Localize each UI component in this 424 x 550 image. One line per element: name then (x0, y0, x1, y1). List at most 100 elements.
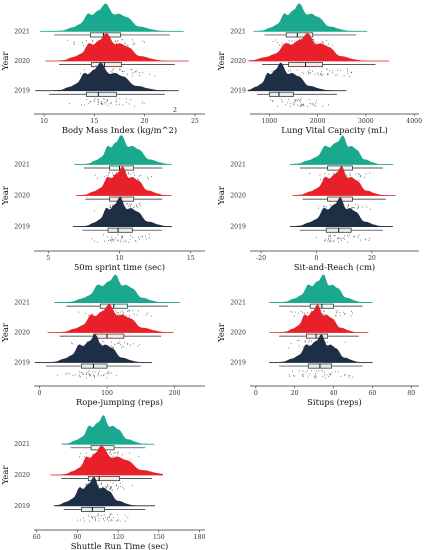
rain-point (271, 70, 273, 72)
rain-point (292, 102, 294, 104)
panel-3: 2021 2020 2019 5 10 15 50m sprint time (sec) Ye… (0, 135, 205, 272)
rain-point (107, 518, 108, 520)
rain-point (116, 43, 117, 45)
rain-point (85, 483, 86, 486)
rain-point (149, 73, 151, 75)
rain-point (293, 375, 294, 377)
rain-point (300, 104, 302, 106)
rain-point (102, 486, 104, 488)
rain-point (94, 371, 96, 373)
y-tick-label-2020: 2020 (230, 330, 246, 337)
rain-point (109, 171, 111, 173)
rain-point (320, 73, 321, 75)
rain-point (346, 173, 348, 175)
rain-point (129, 203, 130, 205)
density-2021 (74, 135, 172, 165)
rain-point (148, 178, 149, 180)
rain-point (107, 516, 109, 518)
rain-point (335, 315, 337, 317)
rain-point (142, 235, 143, 238)
rain-point (127, 517, 129, 519)
density-2019 (35, 62, 179, 91)
rain-point (122, 345, 123, 347)
y-axis-title: Year (0, 323, 10, 343)
rain-point (311, 370, 312, 372)
rain-point (321, 40, 323, 42)
rain-point (105, 485, 106, 487)
rain-point (142, 40, 144, 42)
rain-point (131, 72, 133, 74)
rain-point (103, 234, 104, 236)
x-tick-label: 3000 (358, 118, 374, 125)
y-axis-title: Year (0, 186, 10, 206)
density-2020 (47, 304, 174, 333)
panel-5: 2021 2020 2019 0 100 200 Rope-jumping (reps) Ye… (0, 274, 205, 407)
rain-point (300, 101, 301, 103)
x-tick-label: 60 (33, 534, 41, 541)
rain-point (344, 238, 345, 240)
rain-point (92, 39, 93, 41)
rain-point (304, 312, 305, 315)
y-tick-label-2021: 2021 (14, 161, 30, 168)
rain-point (111, 241, 113, 243)
rain-point (113, 517, 114, 519)
rain-point (341, 239, 342, 241)
box-2019 (107, 227, 133, 233)
rain-point (110, 372, 112, 374)
rain-point (138, 203, 140, 205)
rain-point (320, 369, 322, 371)
rain-point (294, 101, 296, 103)
rain-points-2019 (91, 233, 150, 243)
rain-point (97, 177, 98, 179)
rain-point (88, 314, 89, 316)
rain-point (79, 452, 81, 455)
rain-point (103, 374, 104, 377)
rain-point (344, 313, 345, 315)
rain-point (123, 488, 125, 490)
rain-point (80, 519, 81, 521)
rain-point (325, 377, 326, 379)
rain-point (100, 102, 102, 104)
rain-point (344, 235, 345, 237)
rain-point (324, 313, 325, 315)
rain-point (132, 75, 133, 77)
rain-point (121, 310, 123, 312)
rain-point (119, 98, 121, 100)
rain-point (298, 312, 299, 315)
rain-point (124, 341, 125, 343)
rain-point (365, 239, 367, 241)
rain-point (73, 42, 74, 44)
rain-point (113, 347, 114, 349)
rain-point (111, 102, 112, 104)
rain-point (349, 374, 350, 377)
rain-point (352, 207, 353, 209)
panel-6: 2021 2020 2019 0 20 40 60 80 Situps (reps) Year (216, 274, 419, 407)
x-tick-label: 15 (90, 118, 98, 125)
y-axis-title: Year (0, 466, 10, 486)
rain-point (321, 75, 323, 77)
rain-point (103, 98, 104, 100)
rain-point (119, 520, 121, 522)
rain-point (331, 372, 333, 374)
rain-point (147, 176, 148, 179)
rain-point (94, 516, 95, 518)
density-2019 (54, 476, 156, 506)
rain-point (327, 74, 328, 76)
rain-point (338, 237, 339, 239)
rain-point (95, 518, 96, 521)
rain-point (329, 70, 330, 72)
rain-point (139, 202, 141, 204)
rain-point (342, 237, 344, 239)
rain-point (108, 239, 109, 242)
rain-point (337, 238, 338, 240)
rain-point (83, 44, 84, 47)
rain-point (124, 42, 126, 44)
rain-point (119, 68, 121, 70)
rain-point (125, 101, 127, 103)
rain-point (113, 346, 115, 348)
rain-point (135, 240, 137, 242)
rain-point (132, 207, 134, 209)
rain-point (116, 101, 117, 103)
rain-point (330, 239, 331, 241)
